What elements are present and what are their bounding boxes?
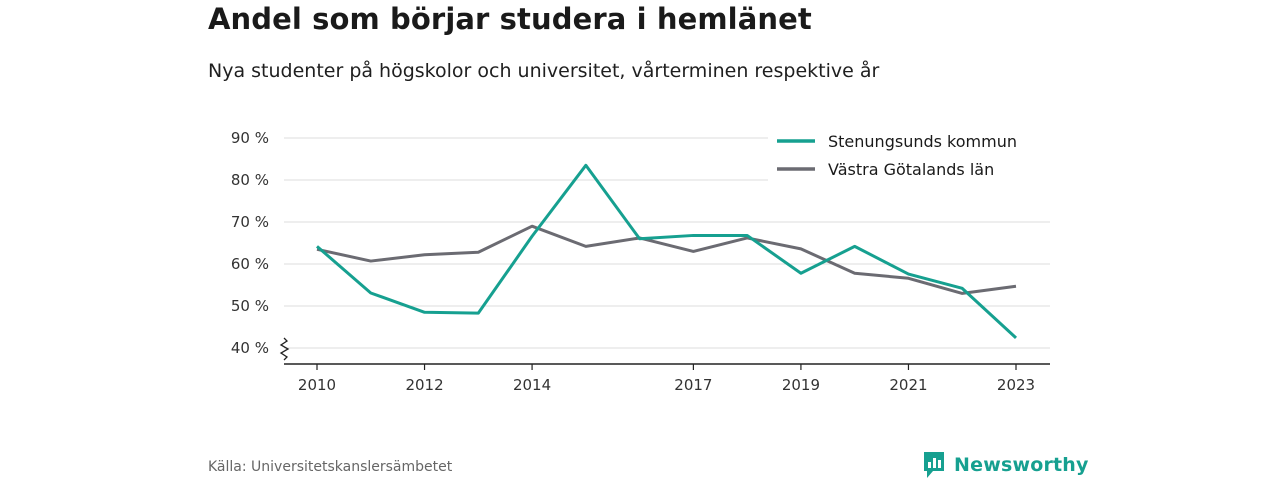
y-axis-ticks: 40 % 50 % 60 % 70 % 80 % 90 %: [231, 129, 269, 357]
legend-label: Västra Götalands län: [828, 160, 994, 179]
y-tick-label: 60 %: [231, 255, 269, 273]
legend: Stenungsunds kommun Västra Götalands län: [768, 124, 1050, 182]
brand-name: Newsworthy: [954, 454, 1089, 476]
y-tick-label: 40 %: [231, 339, 269, 357]
gridlines: [284, 137, 1050, 349]
chart-subtitle: Nya studenter på högskolor och universit…: [208, 60, 880, 82]
y-tick-label: 70 %: [231, 213, 269, 231]
y-tick-label: 50 %: [231, 297, 269, 315]
x-tick-label: 2021: [889, 376, 927, 394]
x-tick-label: 2014: [513, 376, 551, 394]
x-tick-label: 2019: [782, 376, 820, 394]
y-tick-label: 80 %: [231, 171, 269, 189]
series-line: [316, 224, 1017, 295]
x-axis-ticks: 2010 2012 2014 2017 2019 2021 2023: [298, 364, 1035, 394]
y-tick-label: 90 %: [231, 129, 269, 147]
newsworthy-brand: Newsworthy: [922, 449, 1089, 481]
legend-background: [768, 124, 1050, 182]
series-lines: [316, 163, 1018, 340]
y-axis-break-icon: [279, 337, 290, 361]
legend-label: Stenungsunds kommun: [828, 132, 1017, 151]
x-tick-label: 2023: [997, 376, 1035, 394]
x-tick-label: 2017: [674, 376, 712, 394]
x-tick-label: 2010: [298, 376, 336, 394]
newsworthy-logo-icon: [924, 452, 944, 478]
x-tick-label: 2012: [405, 376, 443, 394]
chart-title: Andel som börjar studera i hemlänet: [208, 2, 812, 36]
series-line: [316, 163, 1018, 340]
source-note: Källa: Universitetskanslersämbetet: [208, 459, 453, 475]
